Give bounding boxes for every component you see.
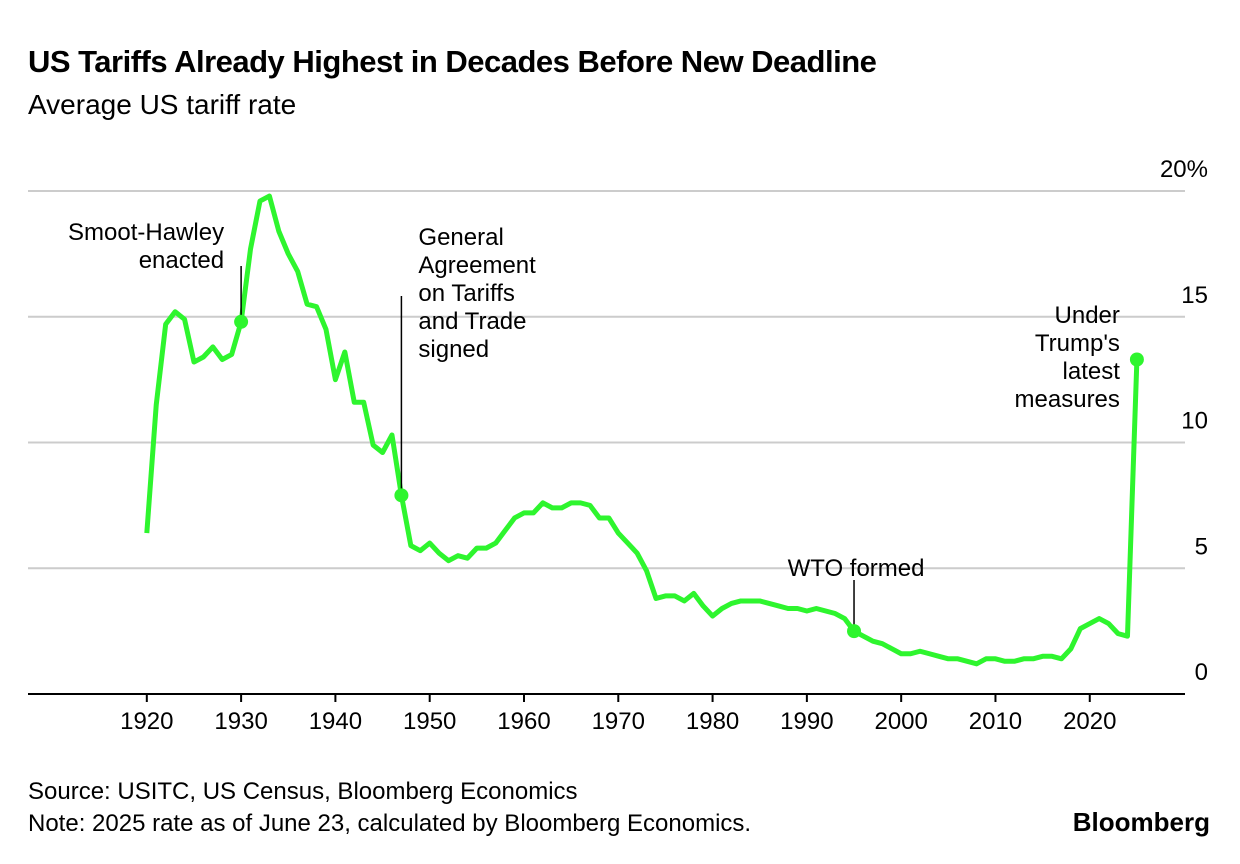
x-tick-label: 2020 [1063, 708, 1116, 735]
annotation-text: and Trade [418, 308, 526, 335]
annotation-text: on Tariffs [418, 280, 515, 307]
annotation-dot [234, 314, 249, 329]
annotation-text: enacted [139, 247, 224, 274]
annotation-dot [394, 488, 409, 503]
x-tick-label: 1930 [214, 708, 267, 735]
x-tick-label: 2000 [874, 708, 927, 735]
note: Note: 2025 rate as of June 23, calculate… [28, 810, 751, 837]
y-tick-label: 15 [1181, 282, 1208, 309]
x-tick-label: 1980 [686, 708, 739, 735]
source: Source: USITC, US Census, Bloomberg Econ… [28, 778, 578, 805]
chart-title: US Tariffs Already Highest in Decades Be… [28, 44, 877, 79]
chart-subtitle: Average US tariff rate [28, 89, 296, 120]
annotation-dot [1129, 352, 1144, 367]
x-tick-label: 2010 [969, 708, 1022, 735]
x-tick-label: 1950 [403, 708, 456, 735]
y-tick-label: 20% [1160, 156, 1208, 183]
x-tick-label: 1970 [592, 708, 645, 735]
annotation-text: Trump's [1035, 330, 1120, 357]
annotation-text: Under [1055, 302, 1120, 329]
x-tick-label: 1990 [780, 708, 833, 735]
x-tick-label: 1960 [497, 708, 550, 735]
y-tick-label: 5 [1195, 533, 1208, 560]
annotation-text: latest [1063, 358, 1121, 385]
annotation-text: measures [1015, 386, 1120, 413]
annotation-text: WTO formed [788, 555, 925, 582]
annotation-text: signed [418, 336, 489, 363]
x-tick-label: 1940 [309, 708, 362, 735]
line [144, 193, 1140, 667]
y-tick-label: 0 [1195, 659, 1208, 686]
brand: Bloomberg [1073, 807, 1210, 837]
y-tick-label: 10 [1181, 408, 1208, 435]
x-tick-label: 1920 [120, 708, 173, 735]
annotation-text: Smoot-Hawley [68, 219, 224, 246]
annotation-text: General [418, 224, 503, 251]
annotation-text: Agreement [418, 252, 536, 279]
annotation-dot [847, 624, 862, 639]
